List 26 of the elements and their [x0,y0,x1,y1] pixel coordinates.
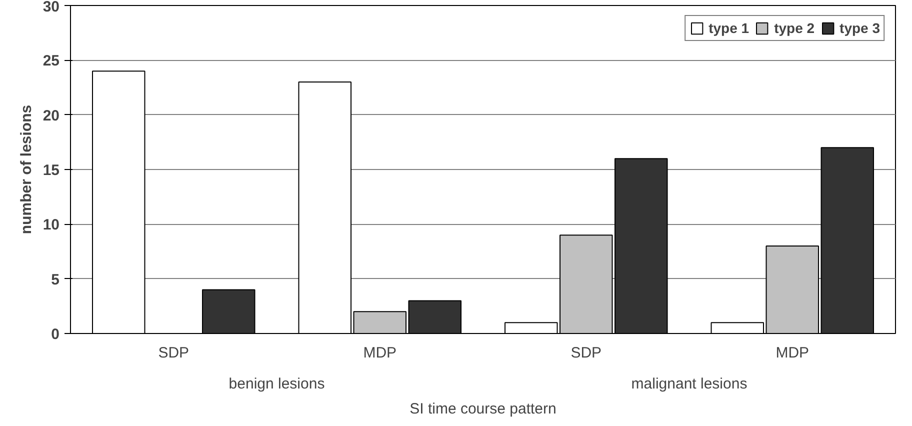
bar [202,289,256,334]
bar [408,300,462,334]
bar [353,311,406,334]
y-axis-title: number of lesions [18,104,35,234]
text: benign lesions [228,376,325,392]
legend-label: type 3 [840,20,880,36]
legend-label: type 1 [708,20,750,36]
x-axis-title: SI time course pattern [410,400,556,418]
x-tick-label: MDP [363,344,397,362]
x-tick-label: SDP [158,344,190,362]
y-tick-label: 30 [42,0,60,16]
y-tick-label: 15 [42,162,60,179]
bar [766,246,819,334]
y-tick-label: 10 [42,216,60,234]
y-tick-label: 0 [51,326,60,343]
y-tick-label: 5 [51,271,60,288]
text: malignant lesions [631,376,748,392]
bar [92,70,146,334]
bar [710,322,764,334]
bar [820,147,874,334]
legend-label: type 2 [774,20,815,36]
x-tick-label: SDP [570,344,602,362]
y-tick-label: 25 [42,52,60,70]
x-tick-label: MDP [776,344,810,362]
y-tick-label: 20 [42,107,60,124]
bar [298,82,352,334]
